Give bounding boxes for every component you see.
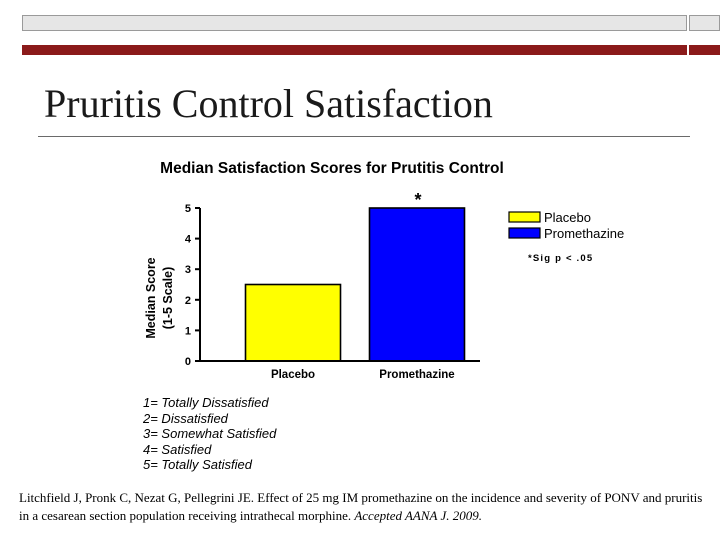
- scale-key-item: 1= Totally Dissatisfied: [143, 395, 269, 410]
- citation-journal: Accepted AANA J. 2009.: [354, 508, 483, 523]
- y-tick-label: 5: [185, 203, 191, 215]
- y-tick-label: 2: [185, 295, 191, 307]
- y-axis: 0 1 2 3 4 5: [185, 203, 201, 368]
- y-tick-label: 3: [185, 264, 191, 276]
- y-axis-label-line1: Median Score: [144, 257, 158, 338]
- scale-key-item: 5= Totally Satisfied: [143, 457, 253, 472]
- scale-key: 1= Totally Dissatisfied 2= Dissatisfied …: [143, 395, 276, 473]
- x-tick-label: Promethazine: [379, 369, 454, 381]
- y-tick-label: 0: [185, 356, 191, 368]
- header-bar-red: [22, 45, 687, 55]
- satisfaction-bar-chart: Median Satisfaction Scores for Prutitis …: [144, 160, 624, 381]
- legend-swatch: [508, 227, 541, 239]
- bar-promethazine: [368, 207, 466, 362]
- header-square-grey: [689, 15, 720, 31]
- header-divider: [687, 15, 689, 57]
- x-axis-labels: Placebo Promethazine: [271, 369, 455, 381]
- chart-title: Median Satisfaction Scores for Prutitis …: [160, 160, 504, 177]
- scale-key-item: 2= Dissatisfied: [143, 410, 228, 426]
- legend-label: Promethazine: [544, 226, 624, 241]
- legend-swatch: [508, 211, 541, 223]
- scale-key-item: 3= Somewhat Satisfied: [143, 426, 277, 441]
- citation-text: Litchfield J, Pronk C, Nezat G, Pellegri…: [19, 490, 703, 523]
- significance-marker: *: [414, 190, 421, 210]
- bars: *: [200, 190, 480, 362]
- legend-label: Placebo: [544, 210, 591, 225]
- citation: Litchfield J, Pronk C, Nezat G, Pellegri…: [19, 489, 709, 525]
- header-bar-grey: [22, 15, 687, 31]
- x-tick-label: Placebo: [271, 369, 315, 381]
- significance-note: *Sig p < .05: [528, 253, 593, 264]
- slide-title: Pruritis Control Satisfaction: [44, 81, 493, 126]
- bar-placebo: [244, 283, 342, 362]
- title-underline: [38, 136, 690, 137]
- header-square-red: [689, 45, 720, 55]
- y-axis-label-line2: (1-5 Scale): [161, 267, 175, 330]
- scale-key-item: 4= Satisfied: [143, 441, 212, 457]
- y-tick-label: 1: [185, 325, 191, 337]
- y-tick-label: 4: [185, 234, 192, 246]
- decorative-header-bar: [22, 15, 720, 57]
